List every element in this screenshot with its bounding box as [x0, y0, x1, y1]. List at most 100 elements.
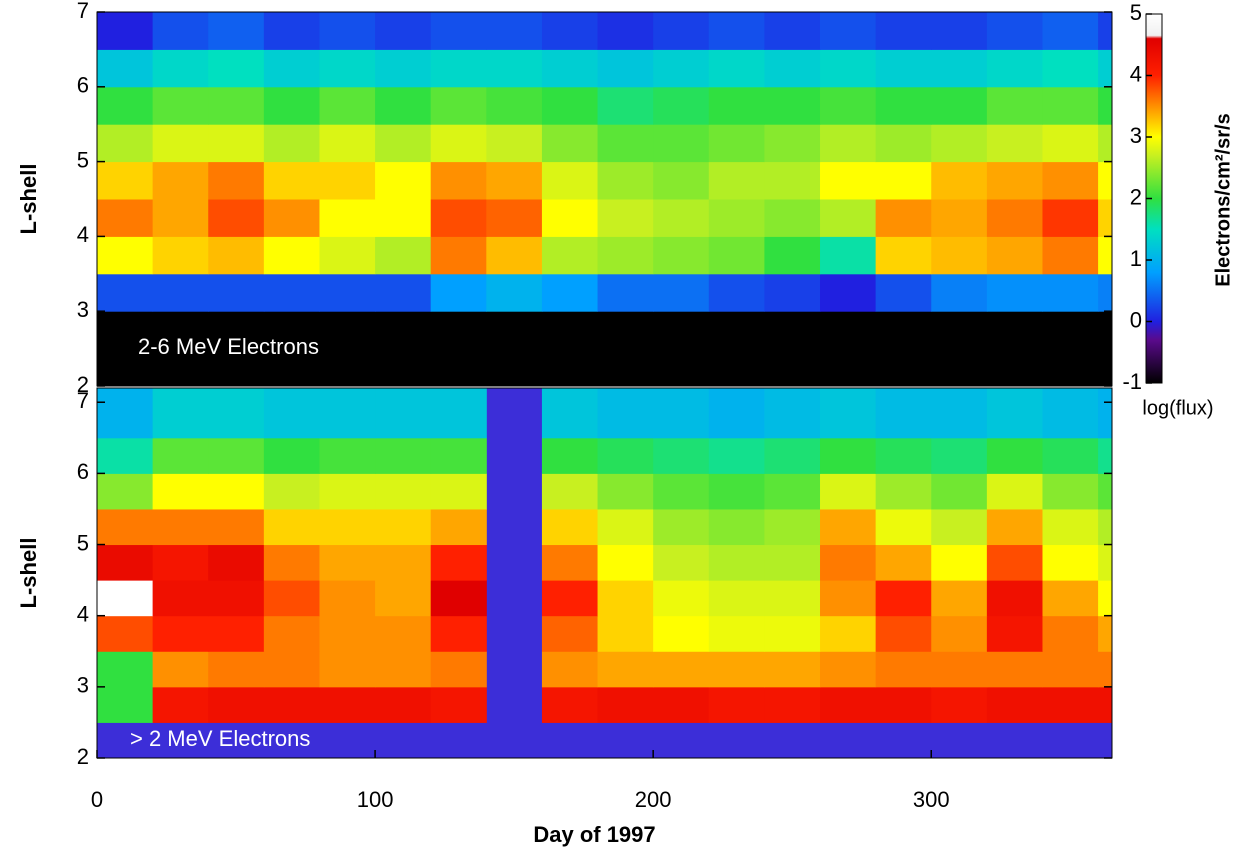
heatmap-cell — [986, 508, 1043, 546]
heatmap-cell — [97, 124, 154, 163]
heatmap-cell — [597, 615, 654, 652]
heatmap-cell — [986, 273, 1043, 312]
heatmap-cell — [931, 12, 988, 50]
heatmap-cell — [319, 348, 376, 387]
heatmap-cell — [764, 437, 821, 474]
heatmap-cell — [875, 615, 932, 652]
heatmap-cell — [486, 311, 543, 350]
heatmap-cell — [875, 473, 932, 510]
y-tick-label: 5 — [77, 147, 89, 172]
heatmap-cell — [375, 473, 432, 510]
heatmap-cell — [820, 544, 877, 581]
heatmap-cell — [875, 161, 932, 200]
heatmap-cell — [430, 273, 487, 312]
heatmap-cell — [653, 686, 710, 723]
heatmap-cell — [820, 686, 877, 723]
heatmap-cell — [97, 236, 154, 275]
heatmap-cell — [208, 508, 265, 546]
heatmap-cell — [764, 508, 821, 546]
y-tick-label: 6 — [77, 73, 89, 98]
heatmap-cell — [653, 437, 710, 474]
heatmap-cell — [375, 388, 432, 439]
heatmap-cell — [820, 86, 877, 125]
heatmap-cell — [820, 12, 877, 50]
heatmap-cell — [708, 473, 765, 510]
heatmap-cell — [764, 615, 821, 652]
heatmap-cell — [319, 615, 376, 652]
heatmap-cell — [541, 12, 599, 50]
heatmap-cell — [820, 651, 877, 688]
heatmap-cell — [152, 273, 209, 312]
heatmap-cell — [931, 544, 988, 581]
heatmap-cell — [875, 686, 932, 723]
heatmap-cell — [597, 580, 654, 617]
heatmap-cell — [486, 199, 543, 237]
heatmap-cell — [875, 437, 932, 474]
x-axis-label: Day of 1997 — [533, 822, 655, 847]
heatmap-cell — [708, 544, 765, 581]
heatmap-cell — [541, 544, 599, 581]
heatmap-cell — [319, 437, 376, 474]
heatmap-cell — [430, 388, 487, 439]
heatmap-cell — [430, 12, 487, 50]
heatmap-cell — [986, 651, 1043, 688]
heatmap-cell — [597, 49, 654, 88]
heatmap-cell — [875, 236, 932, 275]
heatmap-cell — [430, 199, 487, 237]
heatmap-cell — [1042, 508, 1099, 546]
heatmap-cell — [1042, 437, 1099, 474]
heatmap-cell — [653, 311, 710, 350]
heatmap-cell — [319, 686, 376, 723]
heatmap-cell — [708, 311, 765, 350]
heatmap-cell — [986, 161, 1043, 200]
y-axis-label: L-shell — [16, 164, 41, 235]
heatmap-cell — [152, 651, 209, 688]
heatmap-cell — [430, 473, 487, 510]
heatmap-cell — [1098, 12, 1113, 50]
y-tick-label: 3 — [77, 673, 89, 698]
x-tick-label: 200 — [635, 787, 672, 812]
heatmap-cell — [1098, 508, 1113, 546]
heatmap-cell — [1042, 49, 1099, 88]
heatmap-cell — [1098, 580, 1113, 617]
colorbar-tick-label: 0 — [1130, 307, 1142, 332]
heatmap-cell — [263, 12, 320, 50]
heatmap-cell — [208, 311, 265, 350]
heatmap-cell — [375, 161, 432, 200]
heatmap-cell — [97, 86, 154, 125]
heatmap-cell — [764, 236, 821, 275]
heatmap-cell — [375, 437, 432, 474]
heatmap-cell — [875, 199, 932, 237]
heatmap-cell — [97, 311, 154, 350]
heatmap-cell — [97, 544, 154, 581]
heatmap-cell — [263, 473, 320, 510]
heatmap-cell — [263, 544, 320, 581]
heatmap-cell — [486, 273, 543, 312]
heatmap-cell — [931, 348, 988, 387]
heatmap-cell — [1098, 49, 1113, 88]
heatmap-cell — [931, 86, 988, 125]
heatmap-cell — [820, 161, 877, 200]
heatmap-cell — [319, 49, 376, 88]
heatmap-cell — [986, 686, 1043, 723]
heatmap-cell — [597, 273, 654, 312]
heatmap-cell — [597, 473, 654, 510]
heatmap-cell — [820, 388, 877, 439]
heatmap-cell — [263, 388, 320, 439]
heatmap-cell — [97, 686, 154, 723]
heatmap-cell — [764, 388, 821, 439]
heatmap-cell — [375, 86, 432, 125]
heatmap-cell — [486, 161, 543, 200]
heatmap-cell — [653, 348, 710, 387]
heatmap-cell — [541, 199, 599, 237]
heatmap-cell — [597, 686, 654, 723]
heatmap-cell — [1098, 473, 1113, 510]
heatmap-cell — [152, 124, 209, 163]
heatmap-cell — [263, 161, 320, 200]
heatmap-cell — [486, 49, 543, 88]
heatmap-cell — [430, 544, 487, 581]
heatmap-cell — [486, 124, 543, 163]
heatmap-cell — [931, 437, 988, 474]
heatmap-cell — [152, 615, 209, 652]
heatmap-cell — [708, 388, 765, 439]
